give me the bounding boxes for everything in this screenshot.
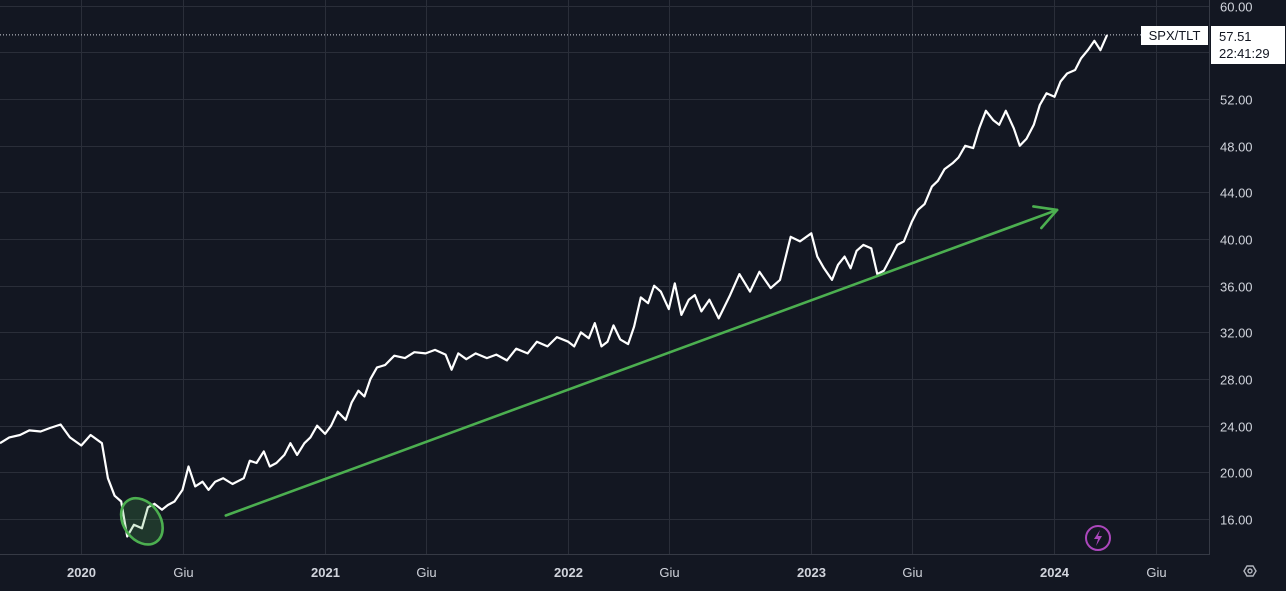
x-axis-ticks: 2020 Giu 2021 Giu 2022 Giu 2023 Giu 2024 Giu — [67, 565, 1167, 580]
last-price-value: 57.51 — [1219, 29, 1252, 44]
highlight-ellipse[interactable] — [112, 490, 171, 552]
lightning-icon[interactable] — [1085, 525, 1111, 551]
y-tick-label: 48.00 — [1220, 140, 1253, 155]
x-tick-label: Giu — [659, 565, 679, 580]
y-tick-label: 52.00 — [1220, 93, 1253, 108]
series-line — [0, 34, 1109, 538]
x-tick-label: Giu — [416, 565, 436, 580]
series-layer — [0, 34, 1209, 538]
y-tick-label: 60.00 — [1220, 0, 1253, 15]
grid-lines — [0, 0, 1209, 554]
symbol-badge — [1141, 26, 1208, 45]
annotations — [112, 205, 1059, 552]
x-tick-label: Giu — [173, 565, 193, 580]
time-axis[interactable] — [0, 554, 1286, 586]
last-price-badge — [1211, 26, 1285, 64]
countdown-timer: 22:41:29 — [1219, 46, 1270, 61]
x-tick-label: 2020 — [67, 565, 96, 580]
x-tick-label: Giu — [1146, 565, 1166, 580]
y-tick-label: 40.00 — [1220, 233, 1253, 248]
x-tick-label: 2023 — [797, 565, 826, 580]
y-tick-label: 24.00 — [1220, 420, 1253, 435]
trend-arrow-head — [1032, 205, 1059, 230]
last-price-label: SPX/TLT 57.51 22:41:29 — [1141, 26, 1285, 64]
y-tick-label: 16.00 — [1220, 513, 1253, 528]
symbol-badge-text: SPX/TLT — [1149, 28, 1201, 43]
y-tick-label: 36.00 — [1220, 280, 1253, 295]
settings-icon[interactable] — [1243, 565, 1257, 577]
y-axis-ticks: 16.00 20.00 24.00 28.00 32.00 36.00 40.00 44.00… — [1220, 0, 1253, 528]
y-tick-label: 20.00 — [1220, 466, 1253, 481]
x-tick-label: 2022 — [554, 565, 583, 580]
y-tick-label: 32.00 — [1220, 326, 1253, 341]
x-tick-label: Giu — [902, 565, 922, 580]
price-axis[interactable] — [1210, 0, 1286, 586]
trend-arrow[interactable] — [224, 208, 1059, 517]
x-tick-label: 2021 — [311, 565, 340, 580]
y-tick-label: 28.00 — [1220, 373, 1253, 388]
y-tick-label: 44.00 — [1220, 186, 1253, 201]
x-tick-label: 2024 — [1040, 565, 1070, 580]
